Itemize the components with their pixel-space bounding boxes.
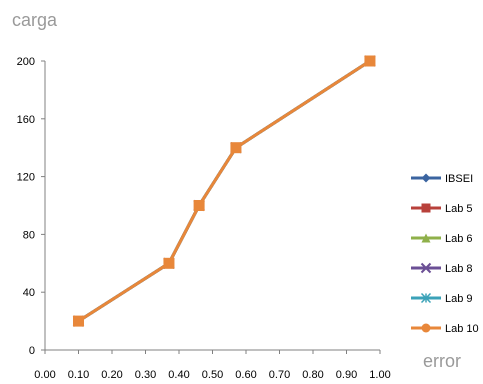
x-tick-label: 0.60 — [235, 369, 256, 381]
series-ibsei — [73, 56, 375, 327]
y-tick-label: 40 — [23, 287, 35, 299]
legend-label: Lab 8 — [445, 263, 473, 275]
legend-item: Lab 8 — [411, 262, 473, 275]
x-tick-label: 0.80 — [302, 369, 323, 381]
x-tick-label: 0.30 — [135, 369, 156, 381]
y-tick-label: 200 — [17, 56, 35, 68]
plot-area — [72, 55, 376, 327]
x-tick-label: 0.20 — [101, 369, 122, 381]
legend-item: Lab 10 — [411, 323, 479, 335]
series-line — [77, 59, 371, 323]
legend-marker — [421, 203, 431, 213]
legend-label: Lab 10 — [445, 323, 479, 335]
y-tick-label: 80 — [23, 229, 35, 241]
series-lab-6 — [73, 56, 375, 327]
legend-label: Lab 5 — [445, 203, 473, 215]
x-tick-label: 0.10 — [68, 369, 89, 381]
series-line — [77, 59, 371, 323]
legend-marker — [421, 173, 431, 183]
data-point — [193, 200, 205, 211]
legend-item: Lab 5 — [411, 203, 473, 215]
series-line — [77, 59, 371, 323]
y-axis-title: carga — [12, 10, 58, 30]
x-tick-label: 0.40 — [168, 369, 189, 381]
y-tick-label: 0 — [29, 345, 35, 357]
data-point — [230, 142, 242, 154]
legend-label: IBSEI — [445, 173, 473, 185]
y-tick-label: 160 — [17, 114, 35, 126]
series-lab-5 — [73, 56, 375, 327]
series-lab-8 — [72, 55, 376, 327]
x-tick-label: 0.00 — [34, 369, 55, 381]
data-point — [364, 55, 376, 67]
legend-label: Lab 9 — [445, 293, 473, 305]
data-point — [73, 315, 84, 327]
legend-label: Lab 6 — [445, 233, 473, 245]
legend-item: Lab 6 — [411, 233, 473, 245]
legend-marker-stroke — [420, 262, 432, 274]
legend-marker — [420, 292, 432, 304]
axes: 0 40 80 120 160 200 0.00 0.10 0.20 0.30 0.40 0.50 0.… — [17, 56, 391, 381]
x-axis-title: error — [423, 351, 461, 371]
x-tick-label: 0.50 — [202, 369, 223, 381]
data-point — [163, 257, 175, 269]
legend: IBSEI Lab 5 Lab 6 Lab 8 Lab 9 Lab 10 — [411, 173, 479, 335]
x-tick-label: 0.90 — [336, 369, 357, 381]
legend-item: Lab 9 — [411, 292, 473, 305]
legend-marker — [421, 323, 431, 333]
legend-marker — [421, 233, 431, 243]
legend-item: IBSEI — [411, 173, 473, 185]
y-tick-label: 120 — [17, 172, 35, 184]
series-line — [77, 59, 371, 323]
legend-marker — [420, 262, 432, 274]
series-lab-9 — [72, 55, 376, 327]
x-tick-label: 0.70 — [269, 369, 290, 381]
series-line — [77, 59, 371, 323]
series-line — [77, 59, 371, 323]
series-lab-10 — [73, 55, 376, 327]
x-tick-label: 1.00 — [369, 369, 390, 381]
